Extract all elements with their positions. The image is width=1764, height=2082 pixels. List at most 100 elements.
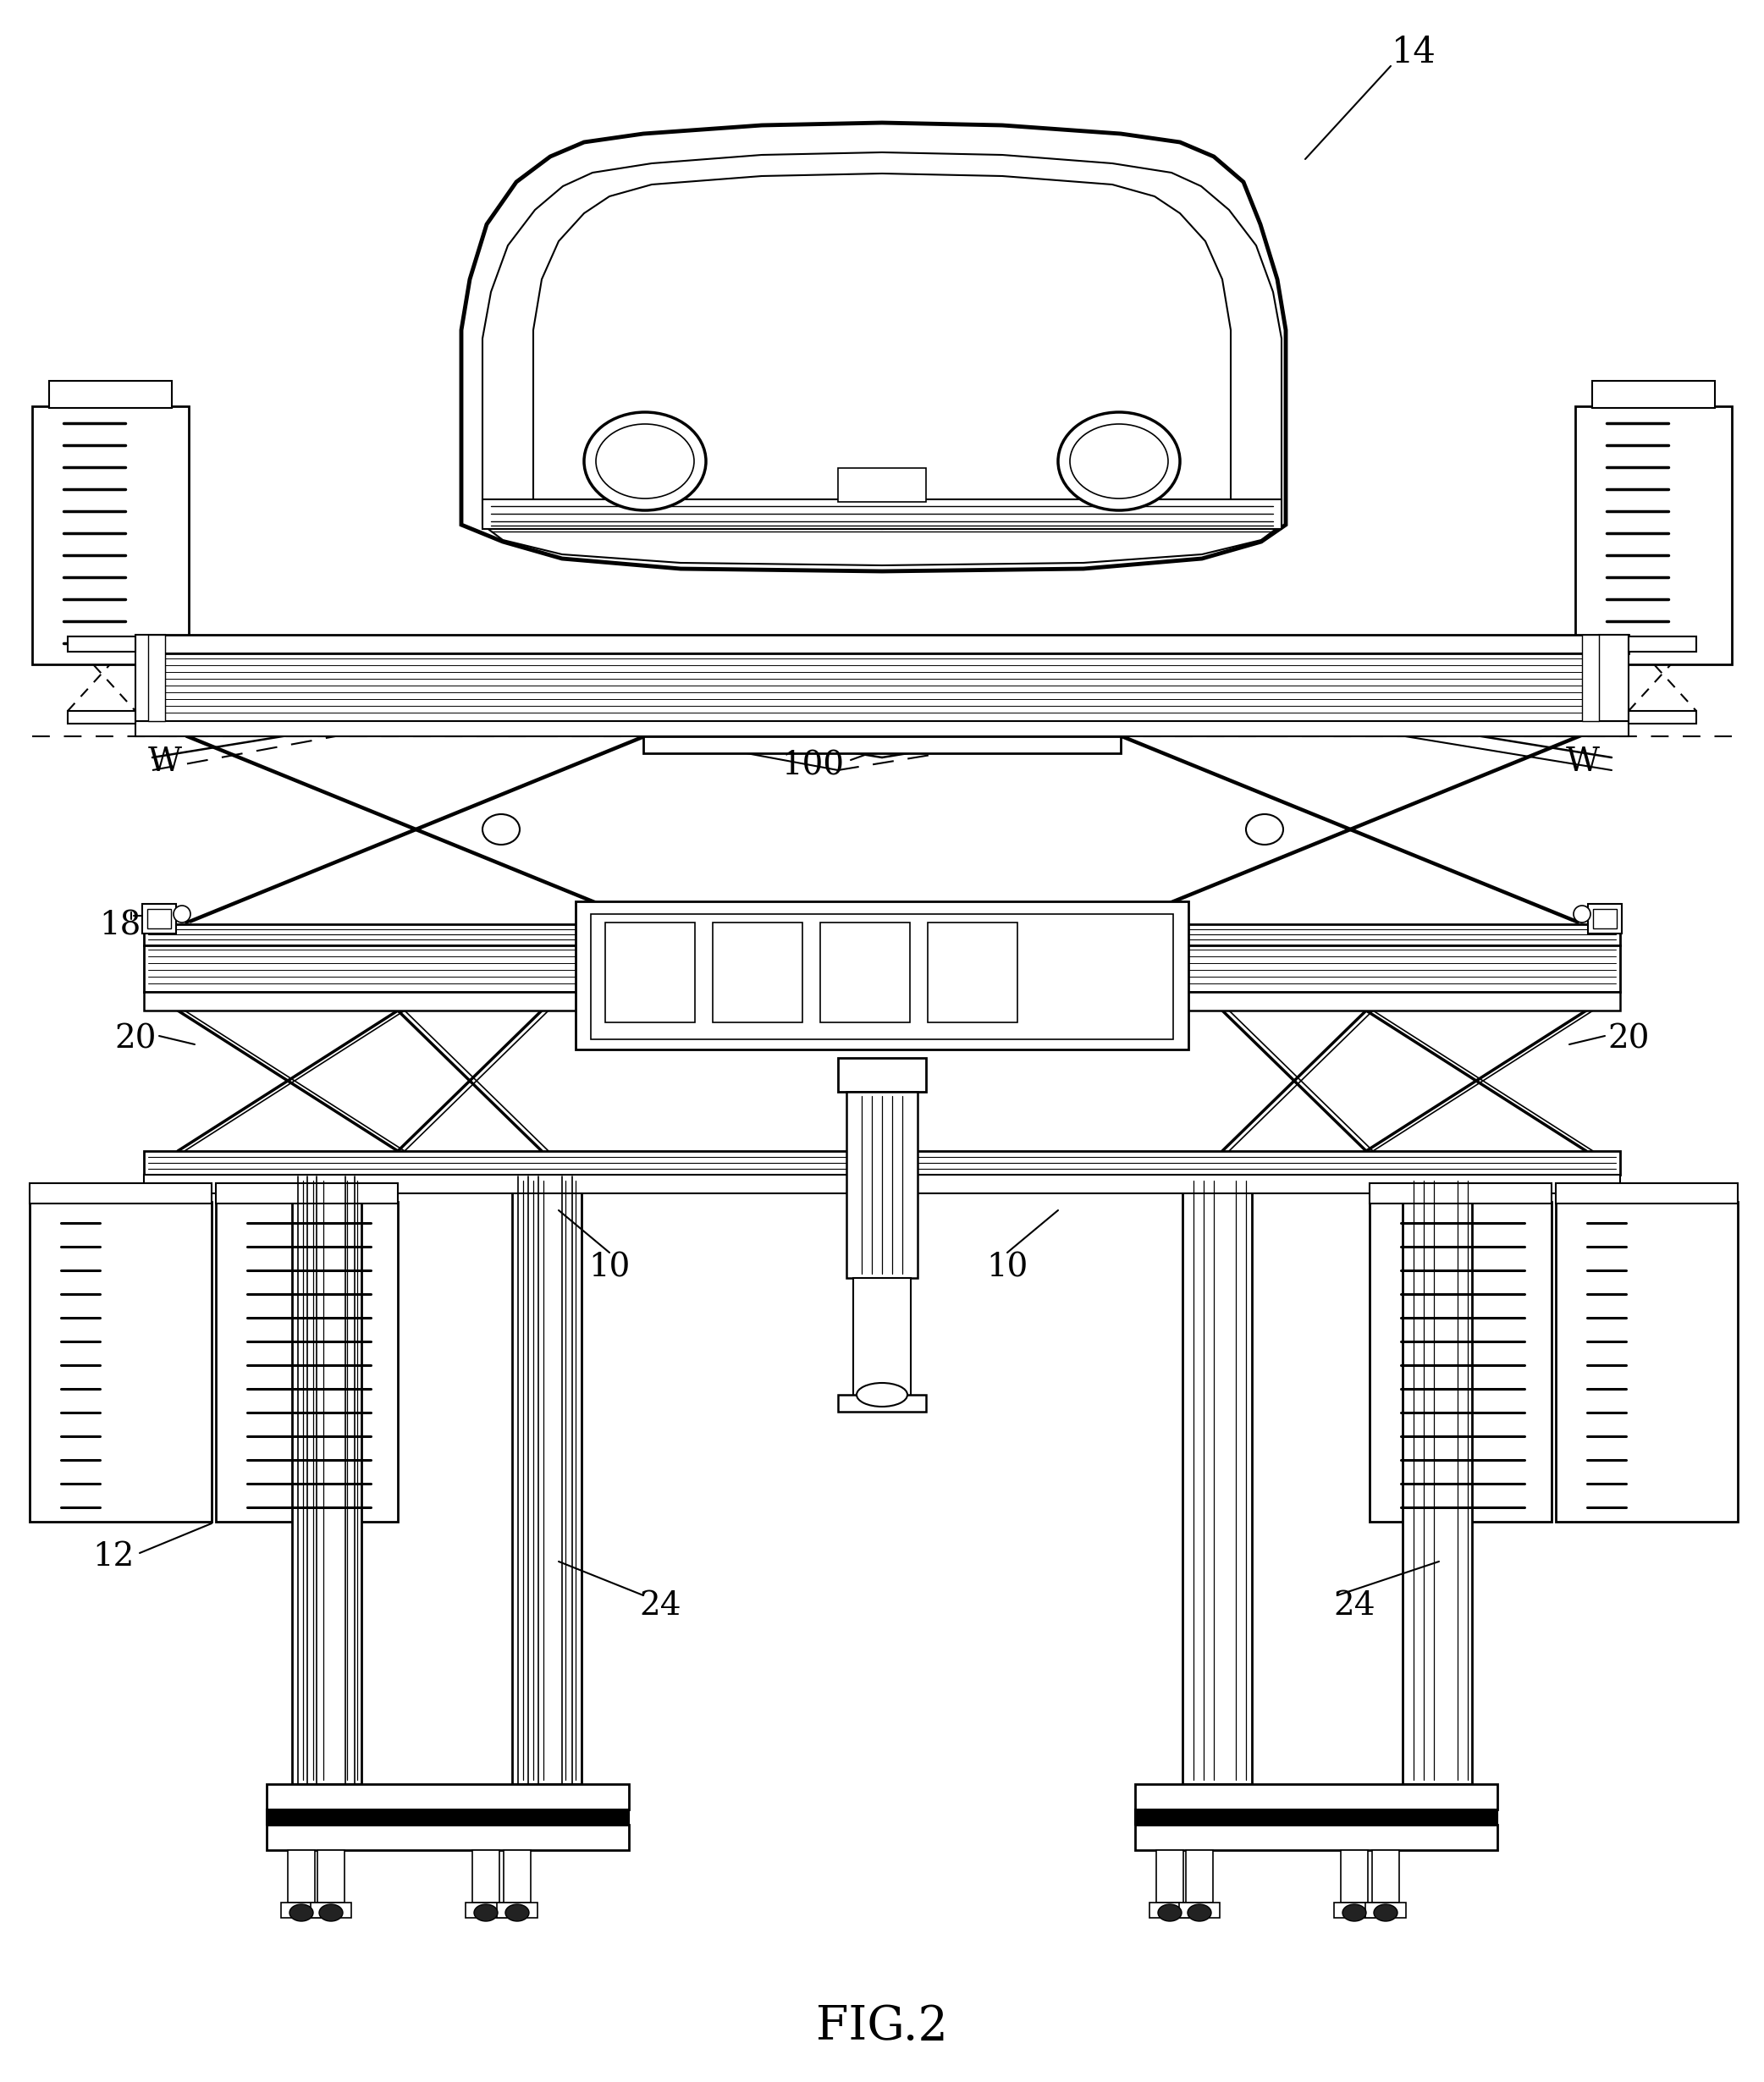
Bar [280,1903,321,1918]
Bar [49,381,171,408]
Bar [605,922,695,1022]
Bar [145,1151,1619,1174]
Bar [1582,635,1598,720]
Polygon shape [67,710,136,725]
Bar [215,1201,399,1522]
Bar [215,1183,399,1203]
Text: 10: 10 [986,1251,1028,1283]
Bar [838,1058,926,1091]
Bar [148,635,166,720]
Ellipse shape [1342,1905,1365,1922]
Polygon shape [462,123,1286,570]
Bar [1556,1201,1738,1522]
Polygon shape [1628,710,1697,725]
Text: 20: 20 [115,1024,157,1056]
Ellipse shape [1157,1905,1182,1922]
Bar [1134,1809,1498,1824]
Bar [820,922,910,1022]
Text: 20: 20 [1607,1024,1649,1056]
Bar [713,922,803,1022]
Text: 24: 24 [1334,1591,1376,1622]
Ellipse shape [483,814,520,845]
Bar [30,1183,212,1203]
Ellipse shape [1058,412,1180,510]
Text: 18: 18 [99,910,141,941]
Ellipse shape [584,412,706,510]
Bar [847,1091,917,1278]
Text: 10: 10 [589,1251,630,1283]
Ellipse shape [1374,1905,1397,1922]
Bar [1134,1784,1498,1809]
Bar [136,635,1628,654]
Bar [145,924,1619,945]
Bar [575,902,1189,1049]
Bar [1178,1903,1219,1918]
Bar [928,922,1018,1022]
Bar [591,914,1173,1039]
Bar [266,1809,630,1824]
Bar [1150,1903,1191,1918]
Text: FIG.2: FIG.2 [817,2003,947,2051]
Bar [854,1278,910,1397]
Ellipse shape [289,1905,314,1922]
Text: W: W [148,745,182,777]
Bar [288,1851,316,1903]
Bar [1341,1851,1367,1903]
Text: 12: 12 [92,1541,134,1572]
Bar [266,1784,630,1809]
Bar [1598,635,1628,720]
Text: 100: 100 [781,750,843,781]
Ellipse shape [1187,1905,1212,1922]
Bar [1556,1183,1738,1203]
Bar [1593,381,1715,408]
Ellipse shape [1573,906,1591,922]
Bar [1365,1903,1406,1918]
Ellipse shape [319,1905,342,1922]
Bar [497,1903,538,1918]
Bar [143,904,176,933]
Bar [838,1395,926,1412]
Bar [1185,1851,1214,1903]
Bar [32,406,189,664]
Bar [30,1201,212,1522]
Bar [483,500,1281,529]
Bar [512,1176,582,1784]
Bar [1575,406,1732,664]
Ellipse shape [857,1382,907,1407]
Bar [310,1903,351,1918]
Bar [1155,1851,1184,1903]
Bar [318,1851,344,1903]
Ellipse shape [475,1905,497,1922]
Text: 24: 24 [639,1591,681,1622]
Bar [473,1851,499,1903]
Bar [1369,1183,1552,1203]
Bar [505,1851,531,1903]
Bar [148,654,1616,720]
Text: W: W [1566,745,1600,777]
Bar [293,1176,362,1784]
Bar [145,991,1619,1010]
Ellipse shape [505,1905,529,1922]
Ellipse shape [1245,814,1282,845]
Bar [1334,1903,1374,1918]
Bar [136,720,1628,737]
Bar [145,945,1619,991]
Bar [1369,1201,1552,1522]
Bar [1134,1824,1498,1851]
Bar [1588,904,1621,933]
Bar [1593,910,1618,929]
Bar [644,737,1120,754]
Polygon shape [1628,637,1697,652]
Polygon shape [67,637,136,652]
Bar [145,1174,1619,1193]
Bar [146,910,171,929]
Bar [466,1903,506,1918]
Ellipse shape [173,906,191,922]
Text: 14: 14 [1392,35,1436,71]
Bar [266,1824,630,1851]
Bar [1182,1176,1252,1784]
Bar [644,906,1120,924]
Bar [1372,1851,1399,1903]
Bar [838,468,926,502]
Bar [1402,1176,1471,1784]
